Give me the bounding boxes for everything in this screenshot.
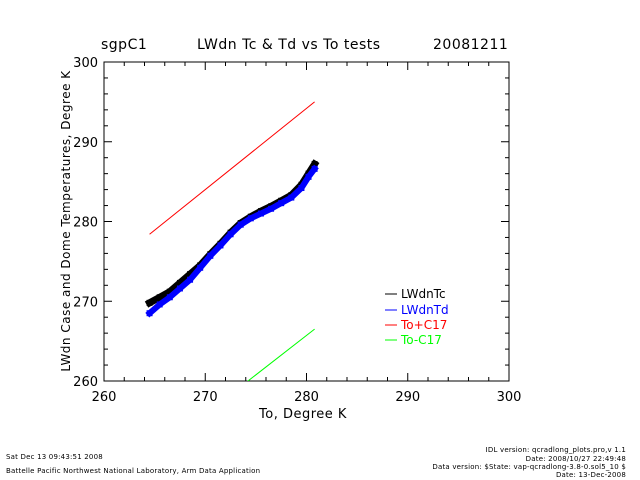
point-lwdntc-0 [146,299,153,306]
series-lwdntd-band [145,164,319,318]
y-tick-label-280: 280 [73,216,98,231]
footer-lab: Battelle Pacific Northwest National Labo… [6,467,261,475]
point-lwdntd-6 [207,252,214,259]
point-lwdntd-3 [176,285,183,292]
x-tick-label-300: 300 [497,390,522,405]
x-tick-label-270: 270 [193,390,218,405]
point-lwdntc-4 [187,271,194,278]
point-lwdntd-7 [217,242,224,249]
x-axis-label: To, Degree K [258,407,347,422]
point-lwdntd-15 [298,185,305,192]
point-lwdntd-9 [237,221,244,228]
date-label: 20081211 [433,37,509,53]
point-lwdntd-11 [257,210,264,217]
point-lwdntd-14 [288,194,295,201]
point-lwdntd-12 [268,205,275,212]
x-tick-label-280: 280 [294,390,319,405]
point-lwdntd-0 [146,310,153,317]
site-label: sgpC1 [101,37,148,53]
y-tick-label-260: 260 [73,375,98,390]
point-lwdntc-3 [176,279,183,286]
point-lwdntd-1 [156,301,163,308]
series-to-c17-line [247,328,315,381]
point-lwdntd-16 [305,173,312,180]
point-lwdntc-17 [311,161,318,168]
point-lwdntc-2 [166,288,173,295]
footer-data-version: Data version: $State: vap-qcradlong-3.8-… [432,463,626,471]
footer-idl-date: Date: 2008/10/27 22:49:48 [525,455,626,463]
point-lwdntd-10 [247,215,254,222]
legend-label-lwdntc: LWdnTc [401,287,446,301]
point-lwdntd-2 [166,294,173,301]
legend-label-to-c17: To+C17 [400,318,447,332]
legend-label-to-c17: To-C17 [400,333,442,347]
footer-timestamp: Sat Dec 13 09:43:51 2008 [6,453,103,461]
y-axis-label: LWdn Case and Dome Temperatures, Degree … [59,70,73,372]
point-lwdntd-5 [197,264,204,271]
footer-data-date: Date: 13-Dec-2008 [555,471,626,479]
point-lwdntc-1 [156,294,163,301]
footer-idl-version: IDL version: qcradlong_plots.pro,v 1.1 [485,446,626,454]
x-tick-label-260: 260 [92,390,117,405]
point-lwdntd-13 [278,200,285,207]
series-to-c17-line [149,101,315,235]
y-tick-label-270: 270 [73,295,98,310]
y-tick-label-290: 290 [73,136,98,151]
point-lwdntd-8 [227,231,234,238]
y-tick-label-300: 300 [73,56,98,71]
point-lwdntd-4 [187,276,194,283]
x-tick-label-290: 290 [395,390,420,405]
point-lwdntd-17 [311,165,318,172]
chart-title: LWdn Tc & Td vs To tests [197,37,381,53]
legend-label-lwdntd: LWdnTd [401,303,449,317]
series-lwdntd [145,164,319,318]
